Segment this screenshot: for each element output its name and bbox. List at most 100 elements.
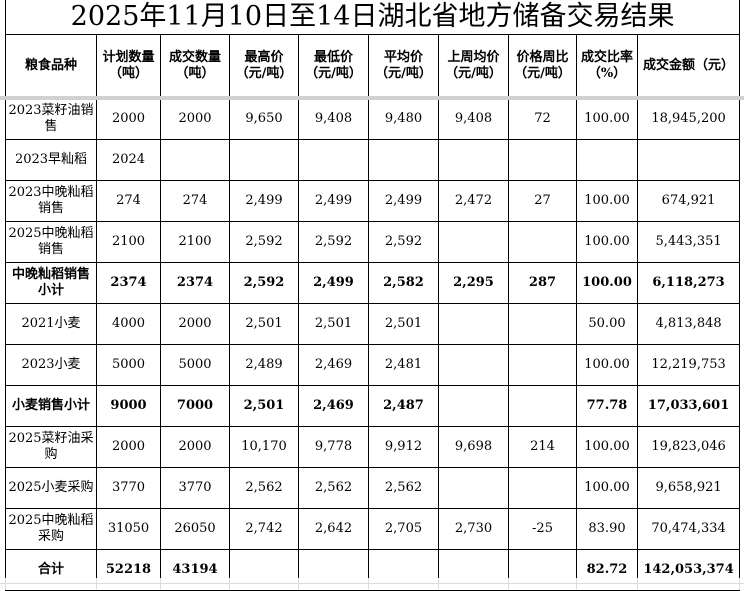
- value-cell: 2,469: [298, 343, 369, 386]
- value-cell: [636, 138, 741, 181]
- value-cell: 9,778: [298, 425, 369, 468]
- value-cell: [438, 138, 509, 181]
- value-cell: [438, 384, 509, 427]
- value-cell: 77.78: [576, 384, 638, 427]
- value-cell: [508, 466, 577, 509]
- value-cell: [576, 138, 638, 181]
- faint-gridline-vertical: [438, 578, 439, 590]
- value-cell: 3770: [96, 466, 161, 509]
- value-cell: 26050: [160, 507, 230, 550]
- value-cell: 674,921: [636, 179, 741, 222]
- value-cell: 2,481: [368, 343, 439, 386]
- column-header: 最低价 （元/吨）: [298, 33, 369, 99]
- value-cell: 2,642: [298, 507, 369, 550]
- value-cell: 2,499: [298, 179, 369, 222]
- table-row: 2023菜籽油销售 2000 2000 9,650 9,408 9,480 9,408 72 1…: [5, 97, 741, 140]
- value-cell: 9,408: [298, 97, 369, 140]
- faint-gridline-vertical: [160, 578, 161, 590]
- table-row: 2025中晚籼稻采购 31050 26050 2,742 2,642 2,705 2,730…: [5, 507, 741, 550]
- value-cell: 2,295: [438, 261, 509, 304]
- value-cell: 5000: [160, 343, 230, 386]
- faint-gridline-vertical: [576, 578, 577, 590]
- trade-results-table: 2025年11月10日至14日湖北省地方储备交易结果 粮食品种 计划数量 （吨）成…: [4, 0, 741, 591]
- value-cell: [508, 343, 577, 386]
- faint-gridline-vertical: [508, 578, 509, 590]
- table-row: 中晚籼稻销售小计 2374 2374 2,592 2,499 2,582 2,295 287 1…: [5, 261, 741, 304]
- table-row: 2025中晚籼稻销售 2100 2100 2,592 2,592 2,592 100.00 5…: [5, 220, 741, 263]
- row-label-cell: 小麦销售小计: [5, 384, 97, 427]
- value-cell: 7000: [160, 384, 230, 427]
- value-cell: 2000: [96, 425, 161, 468]
- page-title: 2025年11月10日至14日湖北省地方储备交易结果: [4, 0, 741, 35]
- freeze-pane-divider: [0, 96, 744, 100]
- row-label-cell: 2025菜籽油采购: [5, 425, 97, 468]
- table-row: 2025菜籽油采购 2000 2000 10,170 9,778 9,912 9,698 21…: [5, 425, 741, 468]
- value-cell: 100.00: [576, 220, 638, 263]
- value-cell: 72: [508, 97, 577, 140]
- value-cell: 9,650: [229, 97, 299, 140]
- value-cell: [438, 466, 509, 509]
- column-header: 成交数量 （吨）: [160, 33, 230, 99]
- value-cell: 2100: [96, 220, 161, 263]
- value-cell: 9,658,921: [636, 466, 741, 509]
- column-header: 最高价 （元/吨）: [229, 33, 299, 99]
- row-label-cell: 2025中晚籼稻采购: [5, 507, 97, 550]
- value-cell: 2,562: [368, 466, 439, 509]
- column-header: 平均价 （元/吨）: [368, 33, 439, 99]
- value-cell: [229, 138, 299, 181]
- value-cell: 2000: [160, 97, 230, 140]
- value-cell: 10,170: [229, 425, 299, 468]
- value-cell: 100.00: [576, 466, 638, 509]
- value-cell: 83.90: [576, 507, 638, 550]
- value-cell: 3770: [160, 466, 230, 509]
- value-cell: 9,480: [368, 97, 439, 140]
- table-row: 2023早籼稻 2024: [5, 138, 741, 181]
- row-label-cell: 中晚籼稻销售小计: [5, 261, 97, 304]
- value-cell: 2,592: [298, 220, 369, 263]
- row-label-cell: 2023小麦: [5, 343, 97, 386]
- value-cell: 2,501: [229, 384, 299, 427]
- value-cell: 100.00: [576, 97, 638, 140]
- value-cell: 27: [508, 179, 577, 222]
- value-cell: 12,219,753: [636, 343, 741, 386]
- row-label-cell: 2023菜籽油销售: [5, 97, 97, 140]
- faint-gridline-vertical: [5, 578, 6, 590]
- value-cell: [368, 138, 439, 181]
- table-row: 2025小麦采购 3770 3770 2,562 2,562 2,562 100.00 9,6…: [5, 466, 741, 509]
- row-label-cell: 2025中晚籼稻销售: [5, 220, 97, 263]
- value-cell: 2100: [160, 220, 230, 263]
- value-cell: [298, 138, 369, 181]
- column-header: 成交比率 （%）: [576, 33, 638, 99]
- value-cell: 2,562: [229, 466, 299, 509]
- value-cell: [160, 138, 230, 181]
- value-cell: 2,487: [368, 384, 439, 427]
- value-cell: 2,742: [229, 507, 299, 550]
- row-label-cell: 2023中晚籼稻销售: [5, 179, 97, 222]
- value-cell: 100.00: [576, 343, 638, 386]
- row-label-cell: 2021小麦: [5, 302, 97, 345]
- header-row: 粮食品种 计划数量 （吨） 成交数量 （吨） 最高价 （元/吨） 最低价 （元/吨） 平均…: [5, 33, 741, 99]
- table-row: 2023中晚籼稻销售 274 274 2,499 2,499 2,499 2,472 27 10…: [5, 179, 741, 222]
- value-cell: 2374: [96, 261, 161, 304]
- title-row: 2025年11月10日至14日湖北省地方储备交易结果: [4, 0, 741, 35]
- value-cell: [438, 343, 509, 386]
- value-cell: 2024: [96, 138, 161, 181]
- value-cell: -25: [508, 507, 577, 550]
- table-row: 小麦销售小计 9000 7000 2,501 2,469 2,487 77.78 17,033…: [5, 384, 741, 427]
- value-cell: 6,118,273: [636, 261, 741, 304]
- faint-gridline-vertical: [368, 578, 369, 590]
- value-cell: 2,582: [368, 261, 439, 304]
- value-cell: 9000: [96, 384, 161, 427]
- faint-gridline-vertical: [298, 578, 299, 590]
- value-cell: 9,408: [438, 97, 509, 140]
- value-cell: 2,592: [229, 220, 299, 263]
- column-header: 计划数量 （吨）: [96, 33, 161, 99]
- value-cell: [438, 302, 509, 345]
- value-cell: 2,469: [298, 384, 369, 427]
- value-cell: 214: [508, 425, 577, 468]
- value-cell: 9,912: [368, 425, 439, 468]
- value-cell: 2,592: [229, 261, 299, 304]
- sheet-gridlines-below-table: [0, 578, 744, 590]
- value-cell: 2,562: [298, 466, 369, 509]
